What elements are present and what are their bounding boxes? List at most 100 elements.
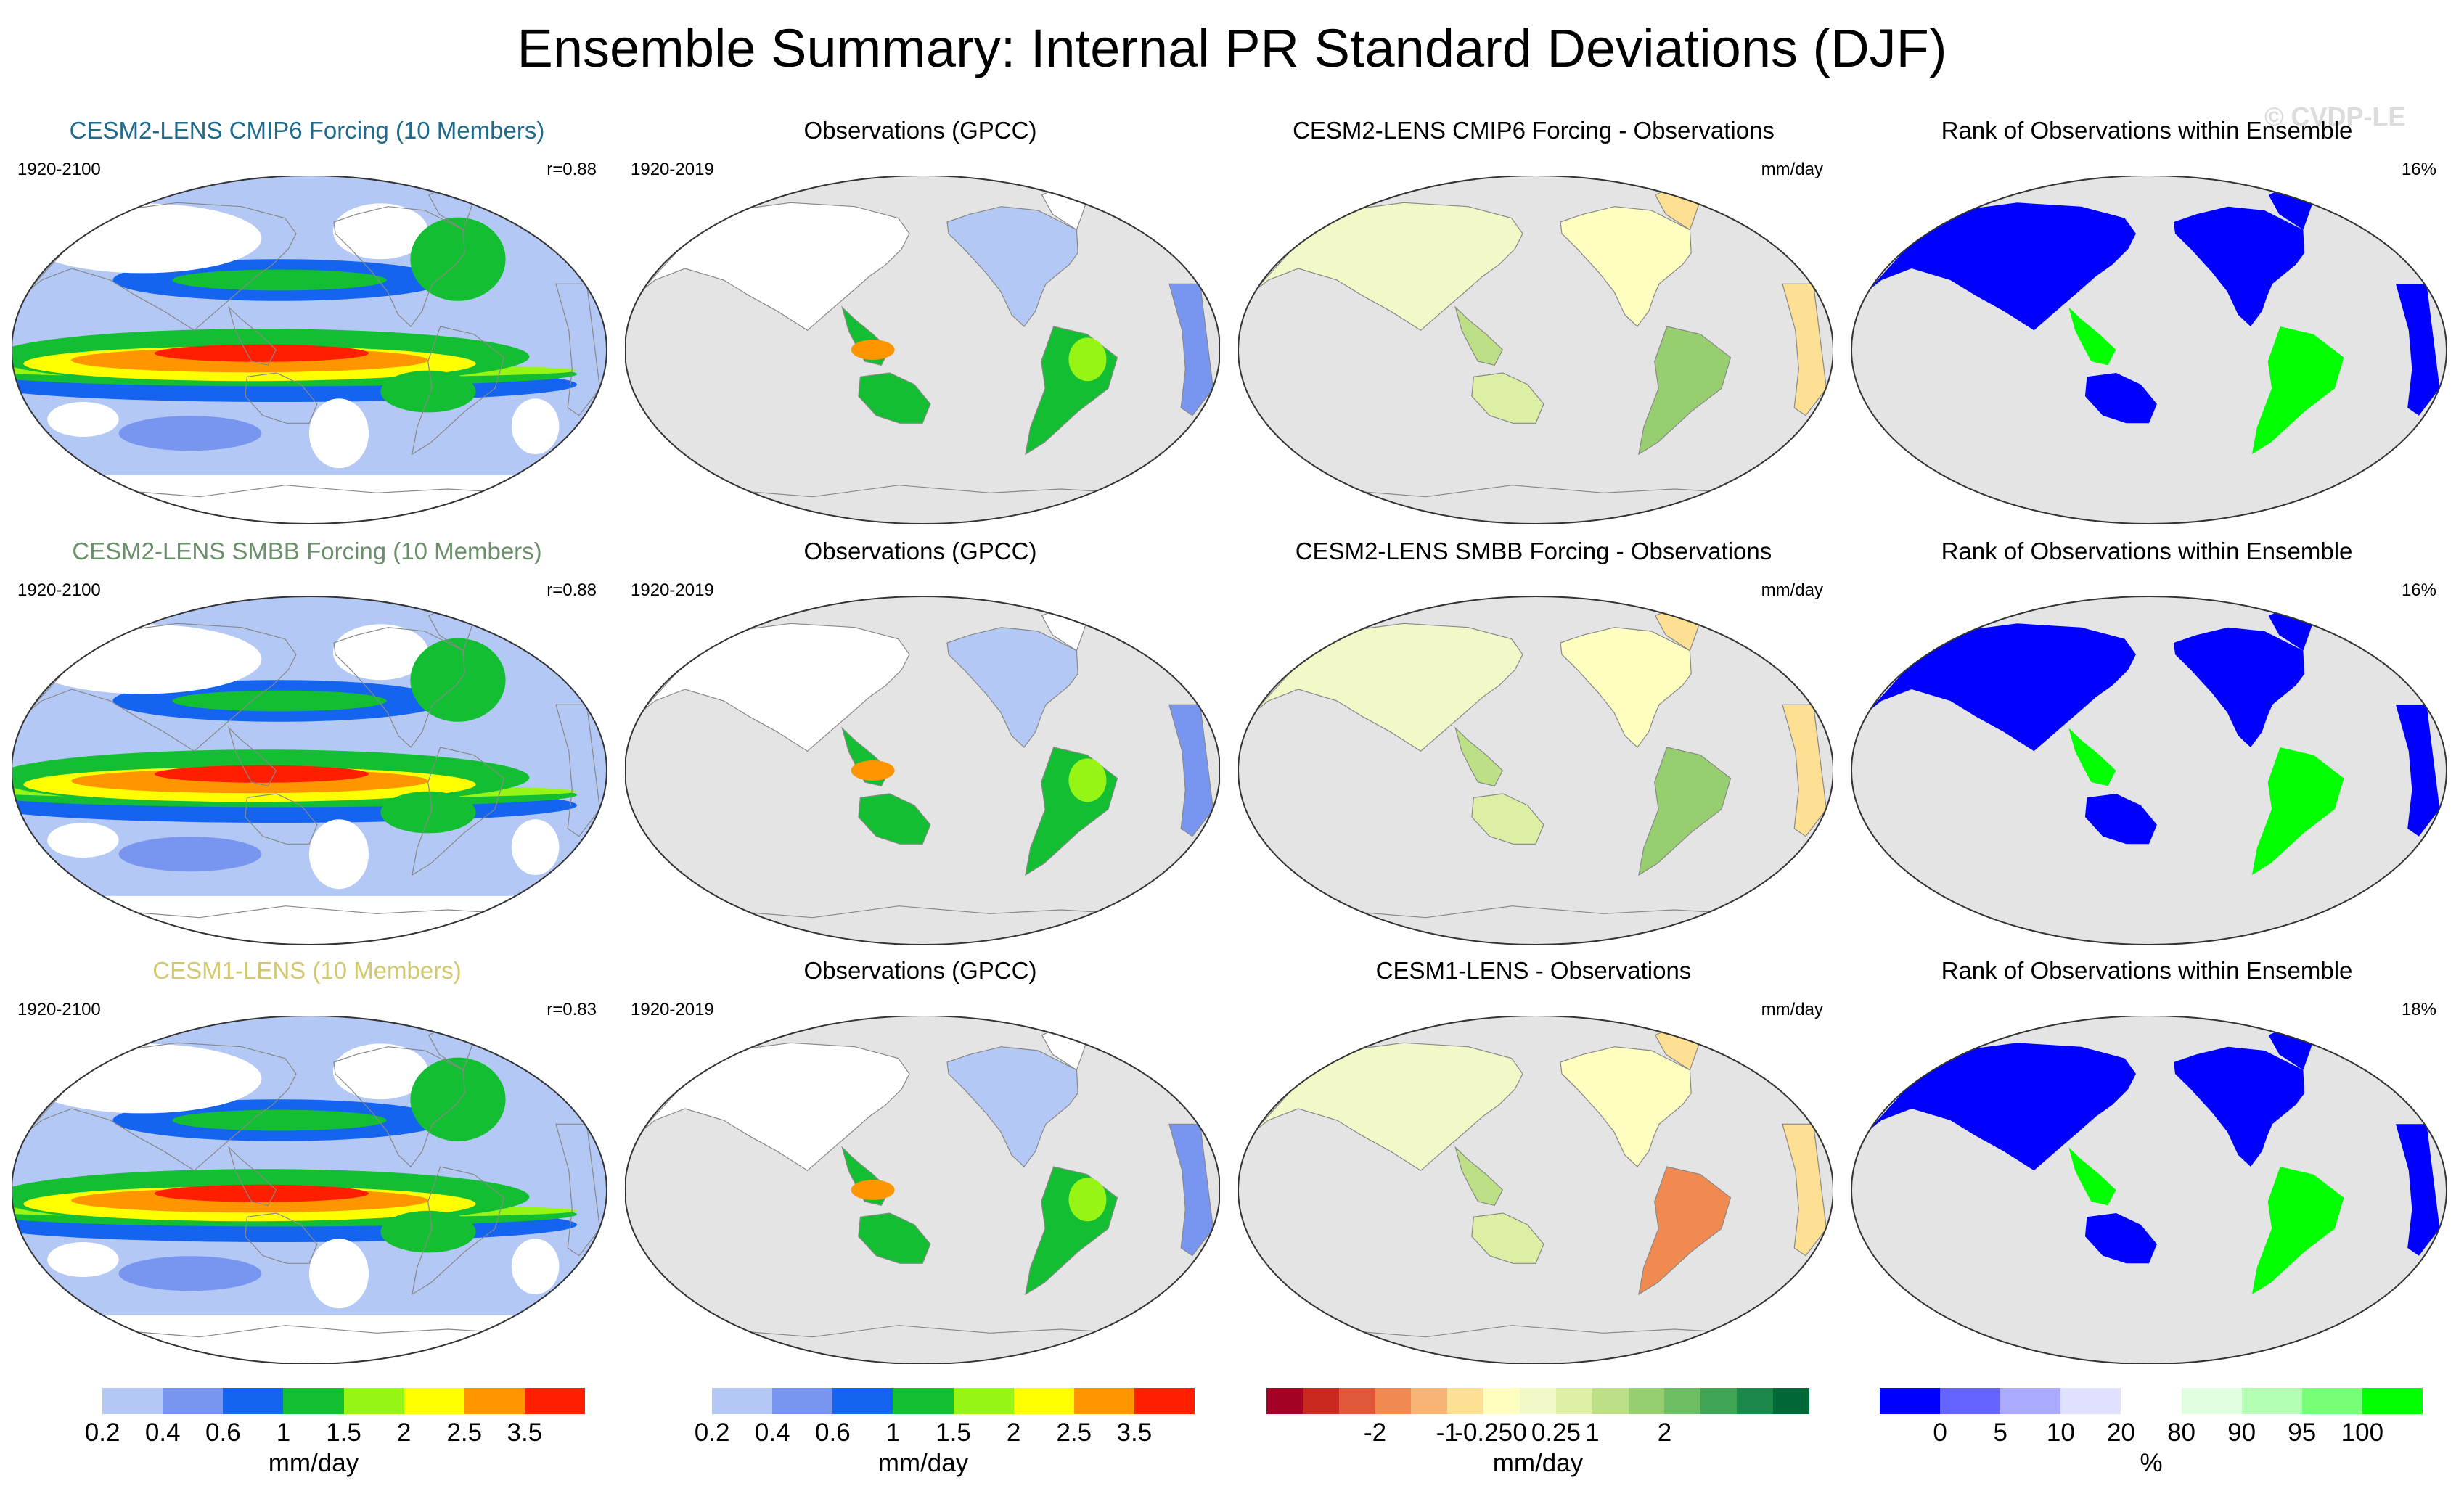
land-eurasia: [1867, 1043, 2136, 1171]
colorbar-swatch: [2000, 1388, 2061, 1414]
land-africa: [1168, 283, 1214, 416]
colorbar-tick-label: 2: [1006, 1418, 1021, 1447]
coast-se-asia: [228, 1146, 277, 1206]
map-border: [625, 1016, 1220, 1364]
panel-title: CESM1-LENS - Observations: [1375, 957, 1692, 984]
colorbar-swatches: [42, 1388, 585, 1414]
colorbar-swatch: [2362, 1388, 2423, 1414]
colorbar-swatch: [2301, 1388, 2362, 1414]
map-border: [1238, 596, 1833, 945]
colorbar-swatch: [712, 1388, 773, 1414]
map-border: [1238, 1016, 1833, 1364]
panel-obs-row-3: Observations (GPCC) 1920-2019: [619, 956, 1221, 1377]
colorbar-rank: 0 5 10 20 80 90 95 100%: [1880, 1382, 2423, 1487]
panel-stat: mm/day: [1761, 580, 1823, 600]
colorbar-swatch: [1338, 1388, 1375, 1414]
colorbar-swatch: [163, 1388, 224, 1414]
colorbar-tick-label: 95: [2288, 1418, 2317, 1447]
map-diff: [1238, 596, 1833, 945]
land-south-america: [2251, 326, 2344, 454]
map-obs: [625, 1016, 1220, 1364]
map-rank: [1851, 176, 2447, 524]
land-australia: [858, 793, 931, 845]
colorbar-tick-label: 2.5: [1056, 1418, 1092, 1447]
colorbar-tick-label: 100: [2341, 1418, 2384, 1447]
colorbar-tick-label: 0: [1513, 1418, 1527, 1447]
coast-north-america: [333, 206, 465, 327]
panel-obs-row-1: Observations (GPCC) 1920-2019: [619, 116, 1221, 537]
land-north-america: [946, 1046, 1078, 1167]
colorbar-tick-label: 1: [276, 1418, 291, 1447]
colorbar-tick-label: 1.5: [936, 1418, 971, 1447]
panel-title: Observations (GPCC): [803, 538, 1037, 564]
colorbar-tick-label: 1: [1585, 1418, 1600, 1447]
colorbar-tick-label: -0.25: [1454, 1418, 1513, 1447]
colorbar-swatch: [1664, 1388, 1701, 1414]
colorbar-swatch: [1302, 1388, 1339, 1414]
coast-antarctica: [99, 905, 514, 945]
colorbar-swatches: [652, 1388, 1195, 1414]
colorbar-swatch: [464, 1388, 525, 1414]
coast-north-america: [333, 627, 465, 748]
colorbar-swatch: [1940, 1388, 2001, 1414]
colorbar-swatch: [1447, 1388, 1484, 1414]
land-africa: [1782, 283, 1827, 416]
land-se-asia: [2068, 1147, 2116, 1206]
land-eurasia: [1253, 1042, 1523, 1172]
colorbar-swatch: [2121, 1388, 2182, 1414]
colorbar-swatch: [953, 1388, 1014, 1414]
panel-stat: 16%: [2401, 160, 2436, 179]
panel-stat: 18%: [2401, 1000, 2436, 1019]
colorbar-tick-label: 10: [2046, 1418, 2075, 1447]
colorbar-unit: mm/day: [1492, 1449, 1584, 1477]
coast-south-america: [412, 747, 505, 876]
colorbar-swatch: [1555, 1388, 1592, 1414]
coast-antarctica: [99, 1325, 514, 1364]
colorbar-swatch: [652, 1388, 713, 1414]
colorbar-tick-label: 80: [2167, 1418, 2196, 1447]
map-border: [1851, 1016, 2447, 1364]
land-australia: [1471, 793, 1544, 845]
map-obs: [625, 596, 1220, 945]
coast-africa: [555, 704, 601, 837]
watermark: © CVDP-LE: [2264, 102, 2406, 131]
colorbar-tick-label: -1: [1436, 1418, 1459, 1447]
land-eurasia: [1867, 202, 2136, 331]
land-se-asia: [1454, 305, 1504, 366]
map-border: [1851, 596, 2447, 945]
panel-title: Rank of Observations within Ensemble: [1941, 117, 2353, 144]
colorbar-tick-label: 20: [2106, 1418, 2135, 1447]
colorbar-swatch: [832, 1388, 893, 1414]
coast-australia: [245, 1212, 318, 1264]
map-model: [12, 596, 607, 945]
colorbar-tick-label: 3.5: [1116, 1418, 1153, 1447]
land-africa: [1782, 704, 1827, 837]
colorbar-tick-label: 0.6: [205, 1418, 241, 1447]
colorbar-swatch: [1773, 1388, 1809, 1414]
land-se-asia: [1454, 726, 1504, 786]
colorbar-swatch: [1520, 1388, 1556, 1414]
colorbar-swatch: [1073, 1388, 1134, 1414]
coast-eurasia: [26, 202, 297, 332]
colorbar-swatch: [102, 1388, 163, 1414]
panel-title: CESM2-LENS CMIP6 Forcing (10 Members): [69, 117, 545, 144]
panel-stat: mm/day: [1761, 160, 1823, 179]
map-model: [12, 1016, 607, 1364]
colorbar-swatch: [2060, 1388, 2121, 1414]
colorbar-swatch: [1134, 1388, 1195, 1414]
colorbar-tick-label: 0: [1933, 1418, 1947, 1447]
panel-diff-row-2: CESM2-LENS SMBB Forcing - Observations mm…: [1232, 537, 1835, 958]
coast-antarctica: [99, 485, 514, 524]
land-australia: [1471, 372, 1544, 424]
land-north-america: [1560, 1046, 1692, 1167]
colorbar-swatch: [1880, 1388, 1941, 1414]
colorbar-tick-label: 0.2: [694, 1418, 730, 1447]
panel-rank-row-2: Rank of Observations within Ensemble 16%: [1846, 537, 2448, 958]
land-australia: [2084, 373, 2157, 424]
coast-africa: [555, 1123, 601, 1257]
land-eurasia: [639, 1042, 910, 1172]
land-south-america: [2251, 747, 2344, 875]
panel-stat: mm/day: [1761, 1000, 1823, 1019]
land-south-america: [1638, 747, 1732, 876]
map-diff: [1238, 1016, 1833, 1364]
